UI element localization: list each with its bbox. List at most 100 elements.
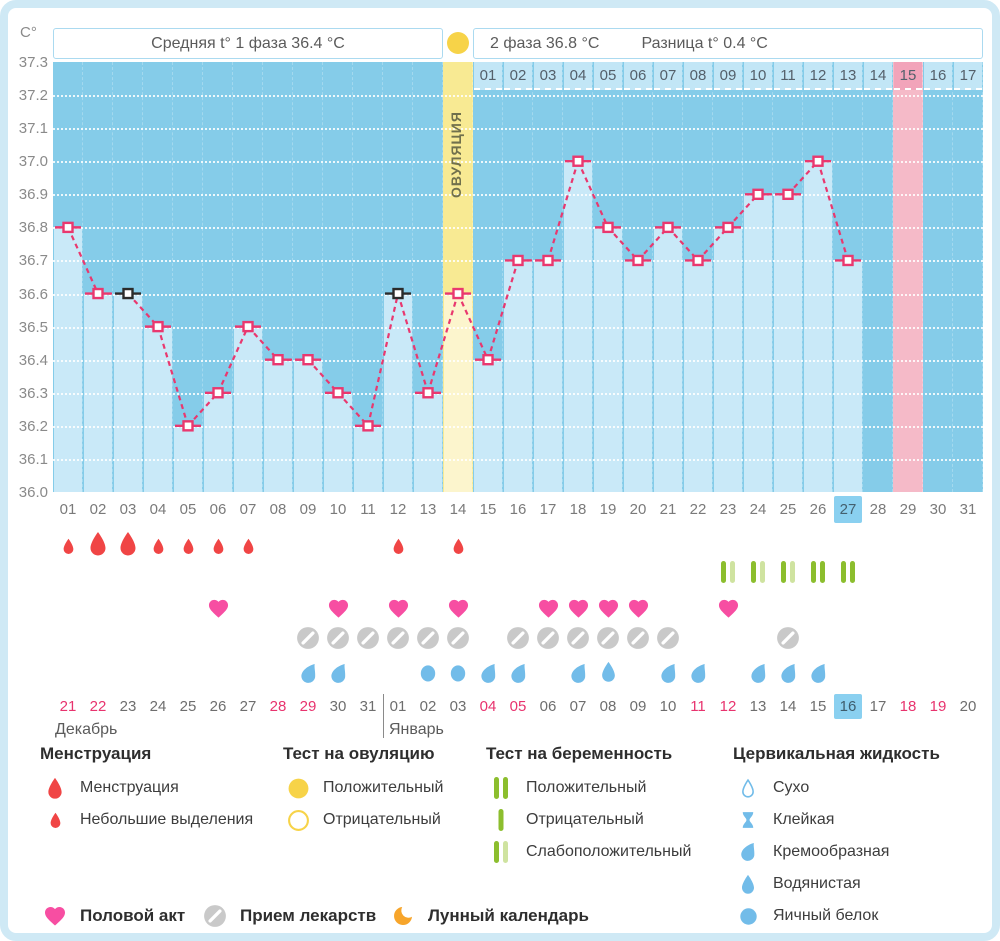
cycle-day-cell-03[interactable]: 03 xyxy=(119,501,137,518)
chart-column-day-20 xyxy=(623,62,653,492)
legend-item: Менструация xyxy=(40,772,253,804)
cycle-day-cell-31[interactable]: 31 xyxy=(959,501,977,518)
date-cell-jan-11[interactable]: 11 xyxy=(690,698,706,715)
medication-pill-icon-day-14 xyxy=(443,624,473,652)
drop-small-icon xyxy=(40,812,70,829)
cervical-eggwhite-icon-day-14 xyxy=(443,659,473,687)
cycle-day-cell-10[interactable]: 10 xyxy=(329,501,347,518)
date-cell-jan-14[interactable]: 14 xyxy=(779,698,797,715)
gridline xyxy=(53,392,983,395)
date-cell-jan-20[interactable]: 20 xyxy=(959,698,977,715)
date-cell-dec-22[interactable]: 22 xyxy=(89,698,107,715)
date-cell-dec-24[interactable]: 24 xyxy=(149,698,167,715)
moon-icon xyxy=(388,904,418,928)
date-cell-dec-21[interactable]: 21 xyxy=(59,698,77,715)
intercourse-heart-icon-day-18 xyxy=(563,594,593,622)
cycle-day-cell-28[interactable]: 28 xyxy=(869,501,887,518)
date-cell-jan-19[interactable]: 19 xyxy=(929,698,947,715)
cycle-day-cell-02[interactable]: 02 xyxy=(89,501,107,518)
date-cell-jan-13[interactable]: 13 xyxy=(749,698,767,715)
temperature-line-chart[interactable] xyxy=(53,62,983,492)
cycle-day-cell-29[interactable]: 29 xyxy=(899,501,917,518)
phase2-average-box: 2 фаза 36.8 °C Разница t° 0.4 °C xyxy=(473,28,983,59)
date-cell-dec-29[interactable]: 29 xyxy=(299,698,317,715)
date-cell-dec-30[interactable]: 30 xyxy=(329,698,347,715)
gridline xyxy=(53,128,983,131)
date-cell-jan-06[interactable]: 06 xyxy=(539,698,557,715)
temp-bar-day-17 xyxy=(534,260,562,492)
temp-bar-day-05 xyxy=(174,425,202,492)
cycle-day-cell-23[interactable]: 23 xyxy=(719,501,737,518)
cycle-day-cell-15[interactable]: 15 xyxy=(479,501,497,518)
cycle-day-cell-13[interactable]: 13 xyxy=(419,501,437,518)
date-cell-jan-15[interactable]: 15 xyxy=(809,698,827,715)
date-cell-dec-31[interactable]: 31 xyxy=(359,698,377,715)
temp-bar-day-11 xyxy=(354,425,382,492)
legend-item-label: Половой акт xyxy=(80,906,186,925)
cycle-day-cell-06[interactable]: 06 xyxy=(209,501,227,518)
cycle-day-cell-24[interactable]: 24 xyxy=(749,501,767,518)
date-cell-jan-17[interactable]: 17 xyxy=(869,698,887,715)
cycle-day-cell-22[interactable]: 22 xyxy=(689,501,707,518)
cycle-day-cell-25[interactable]: 25 xyxy=(779,501,797,518)
temp-bar-day-25 xyxy=(774,194,802,492)
legend-title-ovulation-test: Тест на овуляцию xyxy=(283,744,435,763)
date-cell-jan-08[interactable]: 08 xyxy=(599,698,617,715)
legend-bottom-item-moon: Лунный календарь xyxy=(388,900,589,932)
date-cell-dec-23[interactable]: 23 xyxy=(119,698,137,715)
cycle-day-cell-19[interactable]: 19 xyxy=(599,501,617,518)
temp-bar-day-07 xyxy=(234,326,262,492)
cycle-day-cell-20[interactable]: 20 xyxy=(629,501,647,518)
bars-positive-icon xyxy=(486,776,516,800)
date-cell-dec-27[interactable]: 27 xyxy=(239,698,257,715)
date-cell-jan-01[interactable]: 01 xyxy=(389,698,407,715)
date-cell-jan-05[interactable]: 05 xyxy=(509,698,527,715)
cycle-day-cell-09[interactable]: 09 xyxy=(299,501,317,518)
date-cell-dec-25[interactable]: 25 xyxy=(179,698,197,715)
cycle-day-cell-26[interactable]: 26 xyxy=(809,501,827,518)
temp-bar-day-23 xyxy=(714,227,742,492)
phase2-day-cell-15: 15 xyxy=(894,62,922,90)
date-cell-jan-12[interactable]: 12 xyxy=(719,698,737,715)
date-cell-jan-16[interactable]: 16 xyxy=(834,694,862,719)
cycle-day-cell-18[interactable]: 18 xyxy=(569,501,587,518)
chart-column-day-13 xyxy=(413,62,443,492)
phase1-average-label: Средняя t° 1 фаза 36.4 °C xyxy=(151,34,345,52)
cycle-day-cell-17[interactable]: 17 xyxy=(539,501,557,518)
phase1-average-box: Средняя t° 1 фаза 36.4 °C xyxy=(53,28,443,59)
chart-column-day-06 xyxy=(203,62,233,492)
ovulation-column-label: ОВУЛЯЦИЯ xyxy=(448,111,464,198)
cycle-day-cell-16[interactable]: 16 xyxy=(509,501,527,518)
cycle-day-cell-01[interactable]: 01 xyxy=(59,501,77,518)
cycle-day-cell-11[interactable]: 11 xyxy=(360,501,376,518)
cycle-day-cell-07[interactable]: 07 xyxy=(239,501,257,518)
cycle-day-cell-05[interactable]: 05 xyxy=(179,501,197,518)
date-cell-jan-07[interactable]: 07 xyxy=(569,698,587,715)
date-cell-jan-03[interactable]: 03 xyxy=(449,698,467,715)
legend-item-label: Прием лекарств xyxy=(240,906,377,925)
cycle-day-cell-12[interactable]: 12 xyxy=(389,501,407,518)
chart-column-day-31 xyxy=(953,62,983,492)
date-cell-dec-26[interactable]: 26 xyxy=(209,698,227,715)
date-cell-jan-10[interactable]: 10 xyxy=(659,698,677,715)
date-cell-jan-04[interactable]: 04 xyxy=(479,698,497,715)
circle-yellow-filled-icon xyxy=(283,777,313,800)
chart-column-day-11 xyxy=(353,62,383,492)
cycle-day-cell-27[interactable]: 27 xyxy=(834,496,862,523)
legend-item-label: Небольшие выделения xyxy=(80,811,254,828)
cycle-day-cell-30[interactable]: 30 xyxy=(929,501,947,518)
date-cell-dec-28[interactable]: 28 xyxy=(269,698,287,715)
ovulation-header-dot-icon xyxy=(447,32,469,54)
date-cell-jan-18[interactable]: 18 xyxy=(899,698,917,715)
date-cell-jan-09[interactable]: 09 xyxy=(629,698,647,715)
medication-pill-icon-day-19 xyxy=(593,624,623,652)
legend-item-label: Яичный белок xyxy=(773,907,879,924)
cervical-creamy-icon-day-26 xyxy=(803,659,833,687)
temp-bar-day-13 xyxy=(414,392,442,492)
medication-pill-icon-day-18 xyxy=(563,624,593,652)
date-cell-jan-02[interactable]: 02 xyxy=(419,698,437,715)
cycle-day-cell-21[interactable]: 21 xyxy=(659,501,677,518)
cycle-day-cell-04[interactable]: 04 xyxy=(149,501,167,518)
cycle-day-cell-14[interactable]: 14 xyxy=(449,501,467,518)
cycle-day-cell-08[interactable]: 08 xyxy=(269,501,287,518)
